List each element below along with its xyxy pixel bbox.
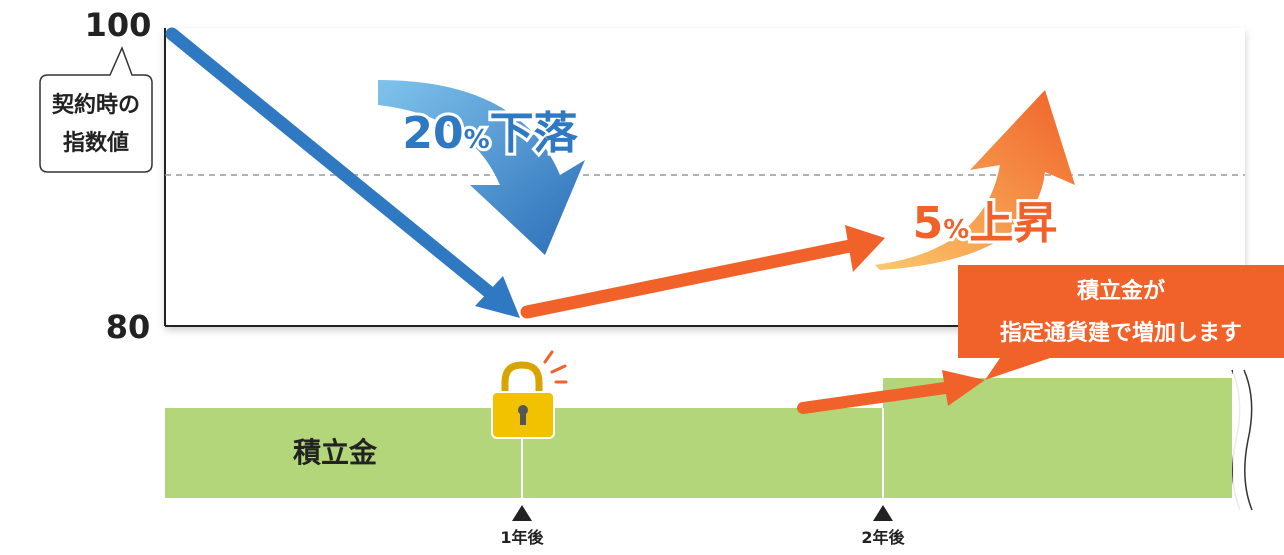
timeline-label: 1年後 [500,528,544,547]
keyhole [520,412,526,425]
drop-unit: % [464,125,490,155]
marker [512,505,532,521]
lock-sparkle [545,352,566,382]
break-gap [1233,365,1243,515]
rise-text: 上昇 [969,198,1057,249]
diagram: 100 80 契約時の 指数値 20%下落 5%上昇 積立金 積立金が 指定通貨… [0,0,1284,551]
callout-text: 契約時の [51,92,140,118]
rise-number: 5 [913,198,944,249]
timeline-label: 2年後 [861,528,905,547]
rise-label: 5%上昇 [913,198,1058,249]
drop-number: 20 [402,108,463,159]
drop-label: 20%下落 [402,108,578,159]
fund-label: 積立金 [293,436,378,469]
lock-shackle [505,365,539,395]
drop-text: 下落 [490,108,579,159]
callout-text: 指数値 [63,130,129,156]
marker [873,505,893,521]
rise-unit: % [943,215,969,245]
callout-text: 積立金が [1077,278,1165,304]
break-line [1244,370,1252,510]
axis-label: 80 [106,308,151,346]
callout-text: 指定通貨建で増加します [1000,320,1242,346]
axis-label: 100 [85,6,152,44]
